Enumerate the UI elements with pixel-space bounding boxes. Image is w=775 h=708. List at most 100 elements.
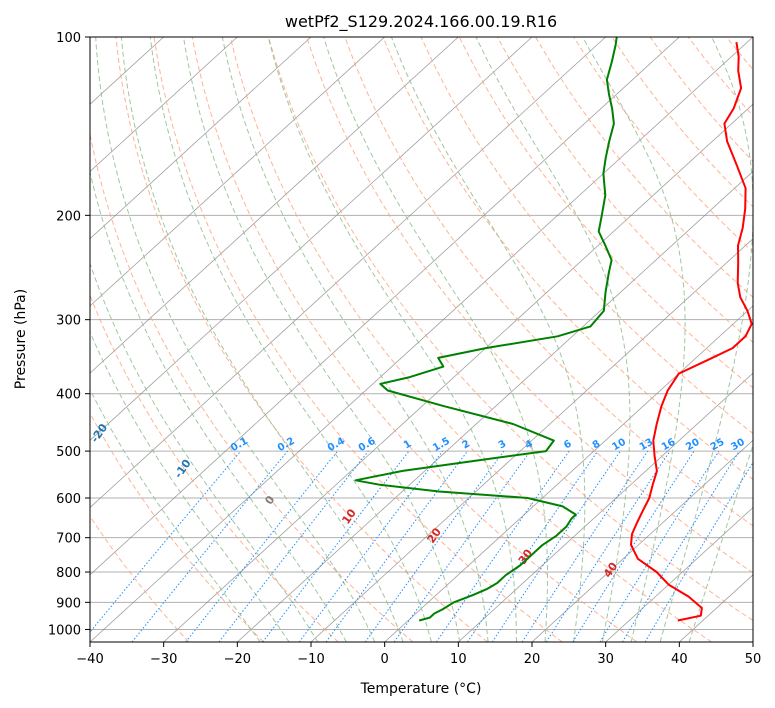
dry-adiabat-line <box>611 37 753 208</box>
mixing-ratio-line <box>545 450 671 642</box>
moist-adiabat-line <box>90 262 319 642</box>
mixing-ratio-label: 8 <box>591 438 603 451</box>
mixing-ratio-line <box>131 450 288 642</box>
isotherm-line <box>752 641 753 642</box>
mixing-ratio-label: 1 <box>402 438 414 451</box>
dry-adiabat-line <box>306 37 753 574</box>
y-tick-label: 900 <box>56 596 81 611</box>
mixing-ratio-line <box>262 450 410 642</box>
isotherm-line <box>384 305 753 642</box>
dry-adiabat-line <box>382 37 753 481</box>
background-lines: 0.1 0.2 0.4 0.6 1 1.5 2 3 4 6 8 10 13 16 20 25 30-20-100… <box>90 37 775 642</box>
temperature-line <box>630 41 753 622</box>
dry-adiabat-line <box>153 37 563 642</box>
mixing-ratio-label: 4 <box>523 438 535 451</box>
y-tick-label: 700 <box>56 532 81 547</box>
isotherm-line <box>90 37 385 307</box>
dry-adiabat-line <box>726 37 753 71</box>
isotherm-line <box>90 37 606 509</box>
mixing-ratio-line <box>298 450 444 642</box>
moist-adiabat-line <box>90 388 261 642</box>
dry-adiabat-line <box>90 412 264 642</box>
moist-adiabat-line <box>688 443 753 642</box>
chart-title: wetPf2_S129.2024.166.00.19.R16 <box>285 12 557 32</box>
dry-adiabat-line <box>535 37 753 298</box>
mixing-ratio-line <box>467 450 599 642</box>
mixing-ratio-line <box>435 450 570 642</box>
y-tick-label: 400 <box>56 388 81 403</box>
moist-adiabat-line <box>659 37 753 642</box>
x-tick-label: 10 <box>450 652 467 667</box>
y-axis: 100 200 300 400 500 600 700 800 900 1000 <box>48 31 90 638</box>
y-tick-label: 800 <box>56 566 81 581</box>
moist-adiabat-line <box>323 37 548 642</box>
mixing-ratio-label: 3 <box>497 438 509 451</box>
isotherm-line <box>163 103 753 642</box>
plot-frame <box>89 36 754 643</box>
mixing-ratio-line <box>393 450 531 642</box>
x-tick-label: −20 <box>224 652 251 667</box>
y-tick-label: 500 <box>56 445 81 460</box>
moist-adiabat-line <box>90 330 290 642</box>
x-tick-label: 40 <box>671 652 688 667</box>
isotherm-line <box>605 507 753 642</box>
mixing-ratio-line <box>90 450 242 633</box>
moist-adiabat-line <box>183 37 461 642</box>
profile-lines <box>354 37 753 622</box>
x-axis: −40 −30 −20 −10 0 10 20 30 40 50 <box>76 642 761 667</box>
moist-adiabat-line <box>221 37 489 642</box>
y-tick-label: 600 <box>56 492 81 507</box>
mixing-ratio-label: 2 <box>461 438 473 451</box>
dry-adiabat-line <box>496 37 753 344</box>
x-tick-label: 20 <box>524 652 541 667</box>
dry-adiabat-label: 10 <box>339 506 359 526</box>
mixing-ratio-line <box>599 450 720 642</box>
mixing-ratio-line <box>521 450 649 642</box>
isotherm-line <box>90 37 680 576</box>
dry-adiabat-line <box>229 37 712 642</box>
moist-adiabat-line <box>90 169 347 642</box>
x-axis-label: Temperature (°C) <box>360 681 482 697</box>
isotherm-line <box>458 372 753 642</box>
mixing-ratio-line <box>572 450 695 642</box>
dewpoint-line <box>354 37 618 622</box>
mixing-ratio-line <box>644 461 753 642</box>
dry-adiabat-line <box>344 37 753 527</box>
dry-adiabat-line <box>649 37 753 163</box>
isotherm-line <box>531 439 753 642</box>
moist-adiabat-line <box>267 37 517 642</box>
isotherm-line <box>90 37 238 172</box>
mixing-ratio-line <box>325 450 468 642</box>
dry-adiabat-line <box>687 37 753 117</box>
moist-adiabat-line <box>149 37 432 642</box>
dry-adiabat-line <box>420 37 753 435</box>
dry-adiabat-label: -10 <box>172 457 194 481</box>
moist-adiabat-line <box>390 37 586 642</box>
x-tick-label: 50 <box>745 652 762 667</box>
moist-adiabat-line <box>582 37 686 642</box>
isotherm-line <box>237 170 753 642</box>
mixing-ratio-line <box>218 450 369 642</box>
y-tick-label: 200 <box>56 209 81 224</box>
x-tick-label: −10 <box>297 652 324 667</box>
mixing-ratio-line <box>621 450 740 642</box>
x-tick-label: 0 <box>381 652 389 667</box>
isotherm-line <box>90 37 753 642</box>
dry-adiabat-label: 30 <box>516 547 536 567</box>
dry-adiabat-line <box>573 37 753 253</box>
mixing-ratio-line <box>491 450 621 642</box>
y-axis-label: Pressure (hPa) <box>13 289 29 389</box>
y-tick-label: 1000 <box>48 623 81 638</box>
dry-adiabat-label: 40 <box>601 560 621 580</box>
dry-adiabat-line <box>765 37 775 642</box>
y-tick-label: 100 <box>56 31 81 46</box>
dry-adiabat-line <box>90 131 414 642</box>
isotherm-line <box>90 37 312 240</box>
mixing-ratio-label: 6 <box>562 438 574 451</box>
moist-adiabat-line <box>475 37 631 642</box>
x-tick-label: −30 <box>150 652 177 667</box>
dry-adiabat-line <box>191 37 638 642</box>
y-tick-label: 300 <box>56 314 81 329</box>
isotherm-line <box>90 37 533 441</box>
